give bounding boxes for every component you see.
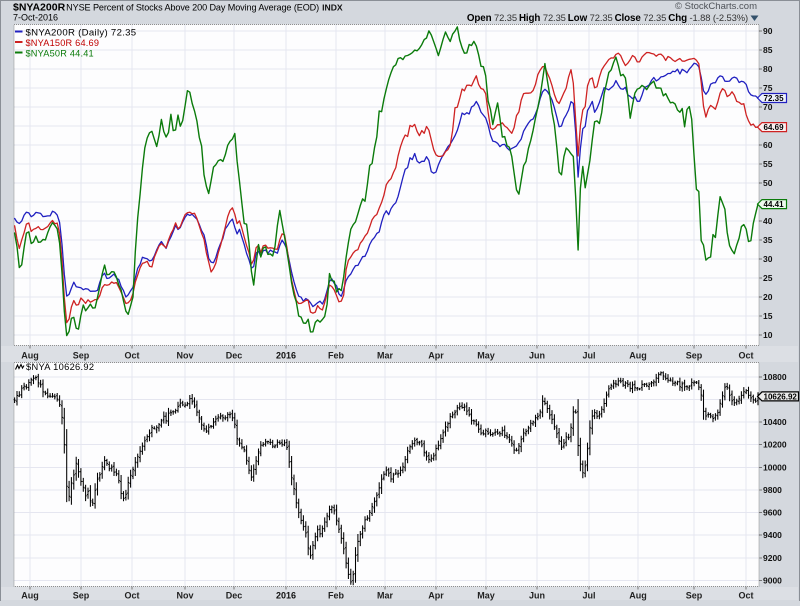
svg-text:15: 15 — [763, 311, 773, 321]
svg-text:70: 70 — [763, 102, 773, 112]
svg-text:7-Oct-2016: 7-Oct-2016 — [13, 13, 58, 23]
svg-text:Jul: Jul — [582, 351, 595, 361]
svg-text:Feb: Feb — [328, 351, 345, 361]
svg-text:May: May — [477, 591, 495, 601]
svg-text:$NYA50R 44.41: $NYA50R 44.41 — [26, 49, 94, 59]
svg-text:Aug: Aug — [21, 591, 39, 601]
svg-text:© StockCharts.com: © StockCharts.com — [675, 1, 757, 12]
svg-text:10800: 10800 — [763, 372, 787, 382]
svg-text:Feb: Feb — [328, 591, 345, 601]
svg-text:40: 40 — [763, 216, 773, 226]
svg-text:35: 35 — [763, 235, 773, 245]
svg-text:10: 10 — [763, 330, 773, 340]
svg-text:2016: 2016 — [276, 351, 296, 361]
svg-text:$NYA200RNYSE Percent of Stocks: $NYA200RNYSE Percent of Stocks Above 200… — [13, 2, 343, 14]
svg-text:25: 25 — [763, 273, 773, 283]
svg-text:Nov: Nov — [176, 591, 193, 601]
svg-text:Dec: Dec — [226, 591, 243, 601]
svg-text:30: 30 — [763, 254, 773, 264]
svg-text:Sep: Sep — [73, 351, 90, 361]
svg-text:10000: 10000 — [763, 462, 787, 472]
svg-text:9400: 9400 — [763, 530, 782, 540]
svg-text:Oct: Oct — [124, 351, 139, 361]
svg-text:90: 90 — [763, 26, 773, 36]
svg-text:10400: 10400 — [763, 417, 787, 427]
svg-text:Oct: Oct — [124, 591, 139, 601]
svg-text:Apr: Apr — [428, 591, 444, 601]
svg-text:64.69: 64.69 — [764, 123, 785, 132]
svg-text:Oct: Oct — [738, 351, 753, 361]
svg-text:May: May — [477, 351, 495, 361]
svg-text:9200: 9200 — [763, 553, 782, 563]
svg-text:9800: 9800 — [763, 485, 782, 495]
svg-text:Mar: Mar — [377, 591, 394, 601]
svg-text:Sep: Sep — [686, 351, 703, 361]
svg-text:Jul: Jul — [582, 591, 595, 601]
svg-text:72.35: 72.35 — [764, 94, 785, 103]
svg-text:Apr: Apr — [428, 351, 444, 361]
svg-text:50: 50 — [763, 178, 773, 188]
svg-text:75: 75 — [763, 83, 773, 93]
svg-text:$NYA200R (Daily) 72.35: $NYA200R (Daily) 72.35 — [26, 28, 137, 39]
svg-text:Oct: Oct — [738, 591, 753, 601]
svg-text:Aug: Aug — [629, 591, 647, 601]
svg-text:85: 85 — [763, 45, 773, 55]
svg-text:Mar: Mar — [377, 351, 394, 361]
svg-text:Aug: Aug — [629, 351, 647, 361]
svg-text:Aug: Aug — [21, 351, 39, 361]
svg-text:9000: 9000 — [763, 576, 782, 586]
svg-text:$NYA150R 64.69: $NYA150R 64.69 — [26, 38, 100, 48]
svg-text:20: 20 — [763, 292, 773, 302]
svg-text:9600: 9600 — [763, 508, 782, 518]
svg-text:55: 55 — [763, 159, 773, 169]
svg-text:80: 80 — [763, 64, 773, 74]
svg-text:Sep: Sep — [73, 591, 90, 601]
svg-text:10626.92: 10626.92 — [764, 392, 798, 401]
svg-text:Jun: Jun — [529, 351, 545, 361]
svg-text:2016: 2016 — [276, 591, 296, 601]
svg-text:10200: 10200 — [763, 440, 787, 450]
svg-text:44.41: 44.41 — [764, 200, 785, 209]
svg-text:Jun: Jun — [529, 591, 545, 601]
svg-text:Dec: Dec — [226, 351, 243, 361]
svg-text:Nov: Nov — [176, 351, 193, 361]
svg-text:$NYA 10626.92: $NYA 10626.92 — [26, 362, 94, 372]
svg-text:Sep: Sep — [686, 591, 703, 601]
svg-text:60: 60 — [763, 140, 773, 150]
